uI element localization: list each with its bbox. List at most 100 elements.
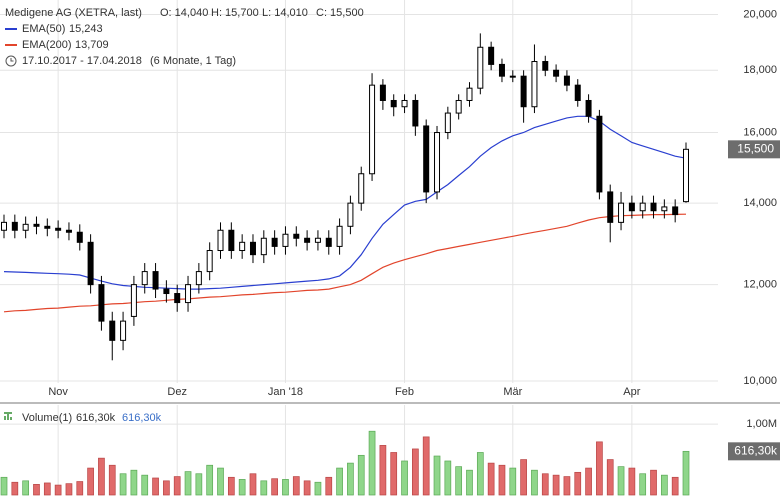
volume-bar — [87, 467, 94, 496]
volume-bar — [347, 462, 354, 496]
x-tick-label: Dez — [167, 386, 187, 398]
x-tick-label: Jan '18 — [268, 386, 303, 398]
volume-bar — [303, 480, 311, 496]
candle-body — [44, 225, 51, 229]
volume-value: 616,30k — [122, 412, 162, 424]
candle-body — [22, 223, 29, 231]
volume-bar — [11, 481, 19, 496]
volume-bar — [639, 473, 647, 496]
candle-body — [249, 241, 256, 256]
candle-body — [228, 229, 235, 252]
volume-bar — [563, 476, 571, 496]
volume-bar — [617, 466, 625, 496]
period: 17.10.2017 - 17.04.2018 — [22, 55, 142, 67]
volume-bar — [422, 436, 430, 496]
volume-bar — [412, 448, 419, 496]
y-tick-label: 16,000 — [743, 126, 777, 138]
candle-body — [109, 320, 116, 341]
candle-body — [574, 84, 581, 101]
last-volume-box — [728, 442, 780, 461]
volume-bar — [227, 476, 235, 496]
candle-body — [607, 191, 614, 223]
candle-body — [1, 221, 7, 231]
candle-body — [33, 223, 40, 227]
volume-bar — [249, 473, 257, 496]
volume-bar — [33, 484, 40, 496]
candle-body — [585, 99, 592, 117]
y-tick-label: 12,000 — [743, 279, 777, 291]
legend-value: 13,709 — [75, 39, 109, 51]
volume-bar — [541, 473, 549, 496]
candle-body — [293, 233, 300, 239]
legend: Medigene AG (XETRA, last) O: 14,040 H: 1… — [4, 7, 364, 424]
legend-label: EMA(50) — [22, 23, 65, 35]
volume-bar — [498, 464, 506, 496]
volume-bar — [466, 469, 473, 496]
volume-bar — [130, 469, 138, 496]
candle-body — [498, 63, 505, 77]
candle-body — [563, 75, 570, 86]
volume-bar — [271, 478, 278, 496]
candle-body — [379, 84, 386, 101]
candle-body — [152, 271, 159, 290]
candle-body — [434, 132, 441, 193]
candle-body — [531, 61, 538, 108]
x-tick-label: Mär — [503, 386, 522, 398]
candle-body — [369, 84, 376, 175]
volume-icon — [4, 412, 12, 420]
candle-body — [477, 46, 484, 89]
volume-bar — [520, 459, 527, 496]
candle-body — [423, 125, 430, 193]
candle-body — [174, 293, 181, 304]
candle-body — [618, 202, 625, 223]
volume-bar — [206, 464, 214, 496]
volume-bar — [238, 479, 246, 496]
candle-body — [672, 206, 679, 216]
volume-bar — [184, 471, 192, 496]
candle-body — [185, 284, 192, 304]
candle-body — [390, 99, 397, 108]
candle-body — [76, 231, 83, 243]
y-tick-label: 14,000 — [743, 197, 777, 209]
volume-bar — [487, 462, 495, 496]
candle-body — [336, 225, 343, 247]
candle-body — [87, 241, 94, 286]
ohlc-low: L: 14,010 — [262, 7, 308, 19]
x-tick-label: Feb — [395, 386, 414, 398]
last-price-label: 15,500 — [737, 141, 774, 155]
x-tick-label: Nov — [48, 386, 68, 398]
candle-body — [466, 87, 473, 101]
volume-bar — [22, 480, 30, 496]
volume-bar — [43, 482, 51, 496]
volume-bar — [628, 467, 636, 496]
candle-body — [628, 202, 635, 212]
candle-body — [217, 229, 224, 252]
ema-line — [3, 213, 687, 313]
volume-bar — [314, 481, 322, 496]
period-note: (6 Monate, 1 Tag) — [150, 55, 236, 67]
candle-body — [325, 237, 332, 247]
candle-body — [639, 202, 646, 212]
volume-bar — [390, 452, 398, 496]
candle-body — [239, 241, 246, 252]
volume-bar — [173, 476, 181, 496]
candle-body — [163, 288, 170, 295]
volume-bar — [574, 471, 582, 496]
volume-bar — [585, 467, 592, 496]
candle-body — [282, 233, 289, 247]
candle-body — [455, 99, 462, 114]
volume-bar — [650, 469, 657, 496]
candle-body — [650, 202, 657, 212]
candle-body — [488, 46, 495, 65]
badges: 15,500 616,30k — [728, 140, 780, 461]
volume-bar — [509, 467, 517, 496]
volume-bar — [552, 474, 560, 496]
volume-bar — [282, 479, 289, 496]
candle-body — [120, 320, 127, 341]
volume-bar — [98, 457, 105, 496]
candle-body — [141, 271, 148, 286]
volume-bar — [433, 455, 441, 496]
volume-bar — [531, 469, 538, 496]
volume-bar — [401, 460, 408, 496]
